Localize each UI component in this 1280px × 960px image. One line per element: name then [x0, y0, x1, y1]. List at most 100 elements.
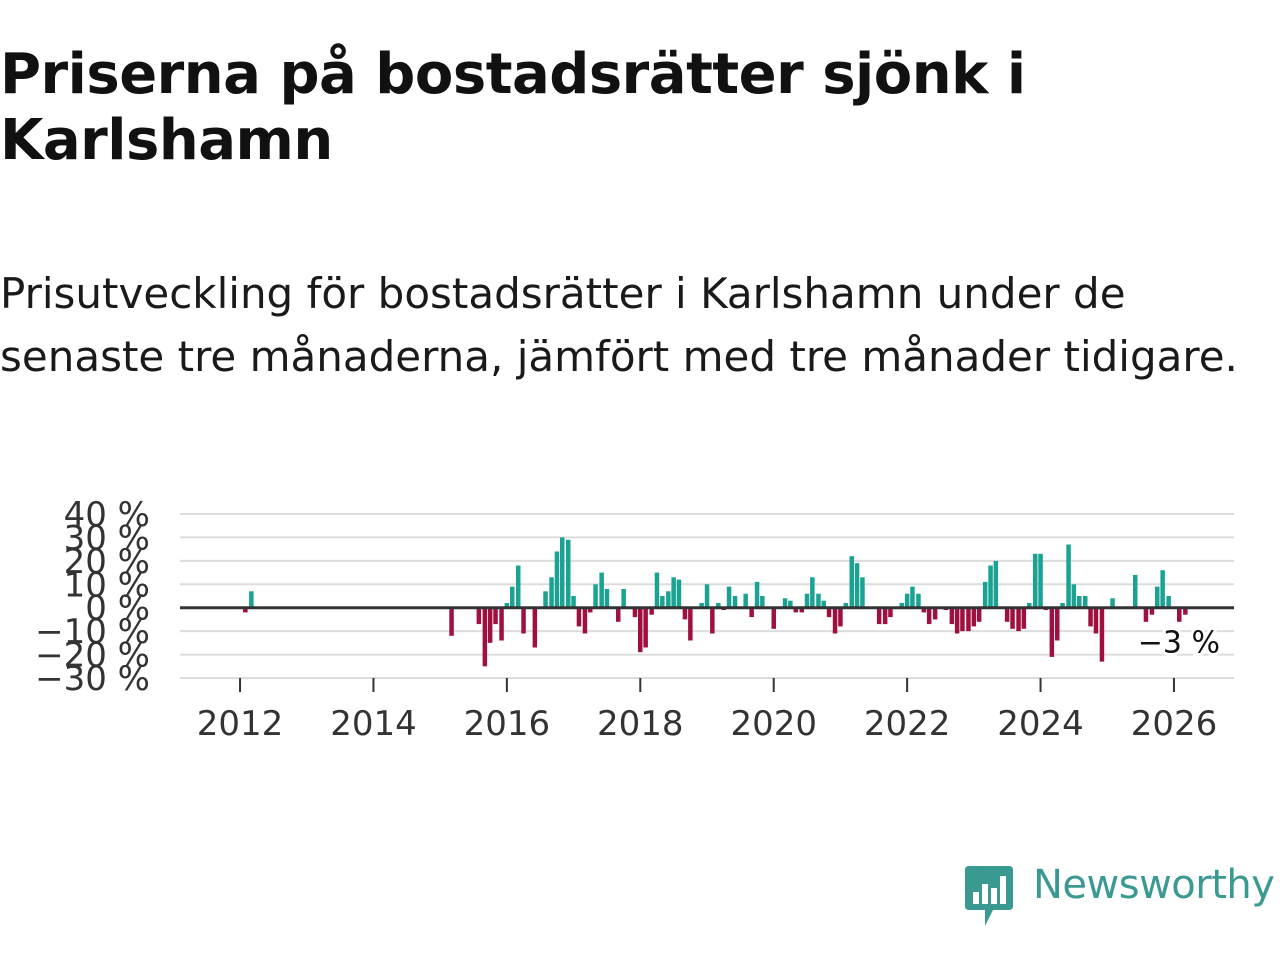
- bar: [904, 593, 910, 608]
- bar: [993, 560, 999, 608]
- bar: [599, 572, 604, 608]
- bar: [1088, 607, 1093, 627]
- y-tick-label: −10 %: [35, 612, 150, 652]
- bar: [799, 607, 804, 613]
- bar: [816, 593, 821, 608]
- bar: [682, 607, 688, 620]
- bar: [449, 607, 454, 636]
- bar: [1060, 603, 1065, 608]
- bar: [516, 565, 521, 608]
- bar: [699, 603, 704, 608]
- bar: [743, 593, 748, 608]
- bar: [1166, 596, 1171, 608]
- bar: [1027, 603, 1032, 608]
- bar: [976, 607, 982, 622]
- bar: [1083, 596, 1088, 608]
- y-axis-tick-labels: 40 %30 %20 %10 %0 %−10 %−20 %−30 %: [35, 495, 150, 699]
- y-tick-label: 40 %: [64, 495, 150, 535]
- bar: [982, 581, 988, 608]
- bar: [487, 607, 493, 643]
- y-tick-label: −30 %: [35, 659, 150, 699]
- bar: [832, 607, 838, 634]
- bar: [960, 607, 965, 632]
- bar: [621, 589, 626, 608]
- bar: [593, 584, 598, 608]
- bar: [582, 607, 588, 634]
- bar: [1077, 596, 1082, 608]
- bar: [554, 551, 560, 608]
- bar: [1133, 574, 1138, 608]
- bar: [1099, 607, 1105, 662]
- bar: [521, 607, 526, 634]
- bar: [826, 607, 832, 618]
- bar: [1110, 598, 1115, 608]
- x-tick-label: 2016: [464, 704, 551, 744]
- bar: [793, 607, 798, 613]
- bar: [988, 565, 993, 608]
- x-axis: 2012 2014 2016 2018 2020 2022 2024 2026: [197, 678, 1217, 744]
- bar: [532, 607, 538, 648]
- bar: [549, 577, 554, 608]
- bar: [771, 607, 776, 629]
- bar: [1149, 607, 1155, 615]
- bar: [643, 607, 648, 648]
- bar: [704, 584, 710, 608]
- bar: [910, 586, 915, 608]
- bar: [821, 600, 826, 608]
- bar: [838, 607, 843, 627]
- bar: [710, 607, 715, 634]
- bar: [560, 537, 565, 608]
- x-tick-label: 2018: [597, 704, 684, 744]
- y-tick-label: 20 %: [64, 542, 150, 582]
- bar: [654, 572, 660, 608]
- bar: [754, 581, 760, 608]
- brand-name: Newsworthy: [1033, 862, 1275, 908]
- x-tick-label: 2014: [330, 704, 417, 744]
- x-tick-label: 2026: [1131, 704, 1218, 744]
- bar: [504, 603, 510, 608]
- bar: [876, 607, 882, 625]
- bar: [888, 607, 893, 618]
- bar: [954, 607, 960, 634]
- bar: [926, 607, 932, 625]
- bar: [243, 607, 248, 613]
- bar: [716, 603, 721, 608]
- bar: [966, 607, 971, 632]
- bar: [576, 607, 582, 627]
- bar: [1049, 607, 1055, 657]
- bar: [588, 607, 593, 613]
- bar: [749, 607, 754, 618]
- x-tick-label: 2020: [730, 704, 817, 744]
- x-tick-label: 2022: [864, 704, 951, 744]
- last-value-label: −3 %: [1138, 626, 1220, 661]
- bar: [1033, 553, 1038, 608]
- bar: [249, 591, 254, 608]
- bar: [604, 589, 610, 608]
- bar: [782, 598, 788, 608]
- bar: [899, 603, 904, 608]
- y-tick-label: 0 %: [85, 589, 150, 629]
- bar: [1093, 607, 1099, 634]
- bar: [688, 607, 693, 641]
- bar: [1160, 570, 1165, 608]
- bar: [921, 607, 927, 613]
- bar: [882, 607, 888, 625]
- bar: [510, 586, 515, 608]
- bar: [476, 607, 482, 625]
- bar: [854, 563, 860, 608]
- bar: [932, 607, 938, 620]
- bar: [760, 596, 765, 608]
- bar: [1183, 607, 1188, 615]
- bar: [1010, 607, 1015, 629]
- bar: [1021, 607, 1027, 629]
- bar: [849, 556, 854, 608]
- newsworthy-logo-icon: [965, 866, 1013, 926]
- bar: [804, 593, 810, 608]
- bar: [571, 596, 576, 608]
- x-tick-label: 2012: [197, 704, 284, 744]
- bar: [566, 539, 571, 608]
- bar: [666, 591, 671, 608]
- bar: [916, 593, 921, 608]
- bar: [1066, 544, 1071, 608]
- bar: [732, 596, 738, 608]
